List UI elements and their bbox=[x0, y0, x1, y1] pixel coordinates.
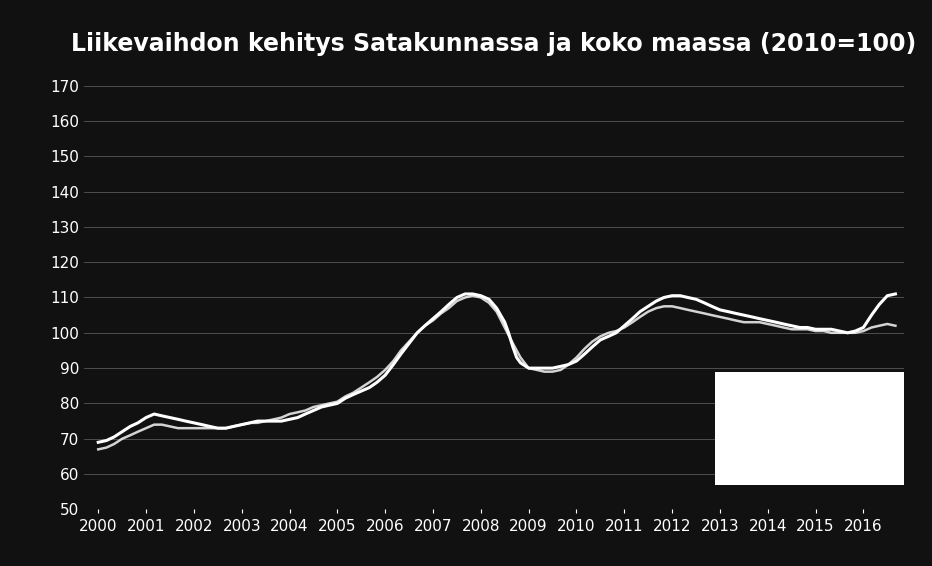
Title: Liikevaihdon kehitys Satakunnassa ja koko maassa (2010=100): Liikevaihdon kehitys Satakunnassa ja kok… bbox=[72, 32, 916, 56]
Bar bbox=[715, 372, 904, 484]
